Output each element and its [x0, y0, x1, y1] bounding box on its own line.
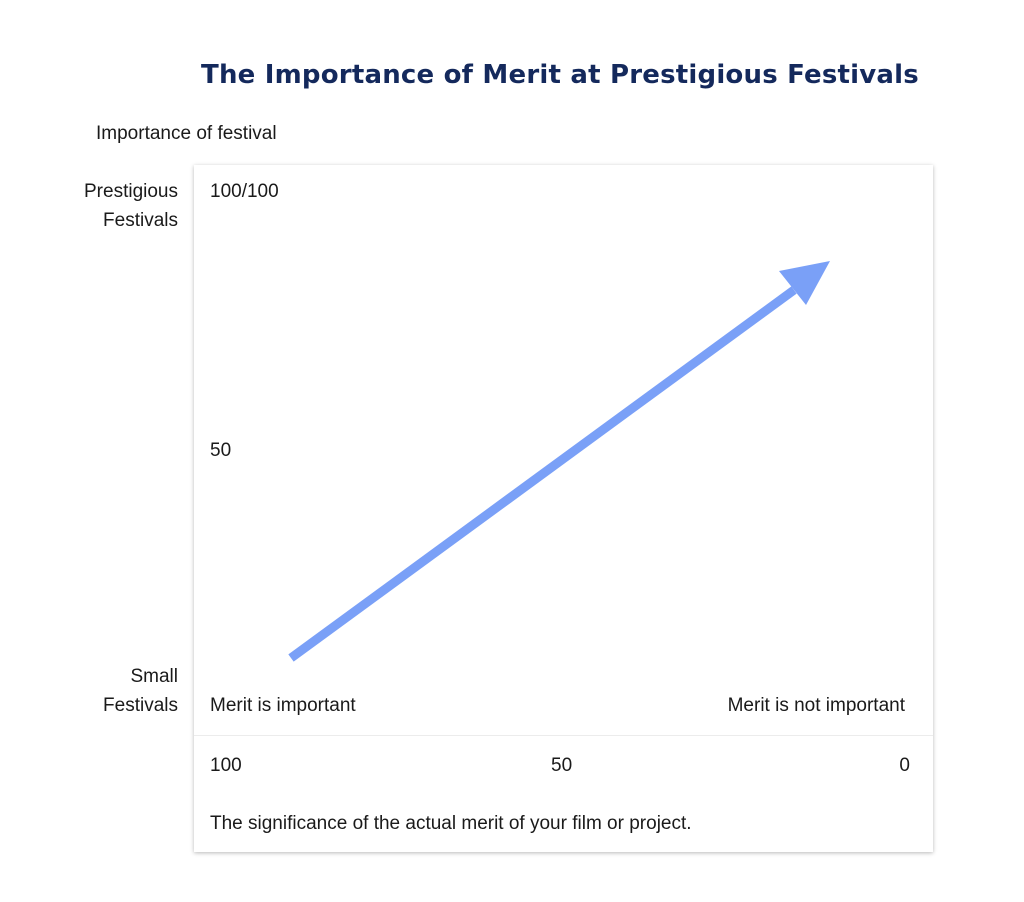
y-tick-mid: 50	[210, 440, 232, 461]
y-category-top-line1: Prestigious	[84, 181, 178, 202]
x-tick-mid: 50	[551, 755, 573, 776]
x-axis-description: The significance of the actual merit of …	[210, 813, 692, 834]
y-category-top-line2: Festivals	[103, 210, 178, 231]
trend-arrow-shaft	[288, 286, 797, 662]
x-tick-left: 100	[210, 755, 242, 776]
y-axis-title: Importance of festival	[96, 123, 277, 144]
axis-divider	[194, 735, 933, 736]
x-caption-right: Merit is not important	[727, 695, 905, 716]
y-category-bottom-line2: Festivals	[103, 695, 178, 716]
x-caption-left: Merit is important	[210, 695, 356, 716]
y-tick-top: 100/100	[210, 181, 279, 202]
x-tick-right: 0	[899, 755, 910, 776]
y-category-bottom-line1: Small	[130, 666, 178, 687]
chart-title: The Importance of Merit at Prestigious F…	[201, 60, 919, 90]
chart-card	[194, 165, 933, 852]
arrow-canvas	[288, 261, 830, 662]
trend-arrow-head	[779, 261, 830, 305]
